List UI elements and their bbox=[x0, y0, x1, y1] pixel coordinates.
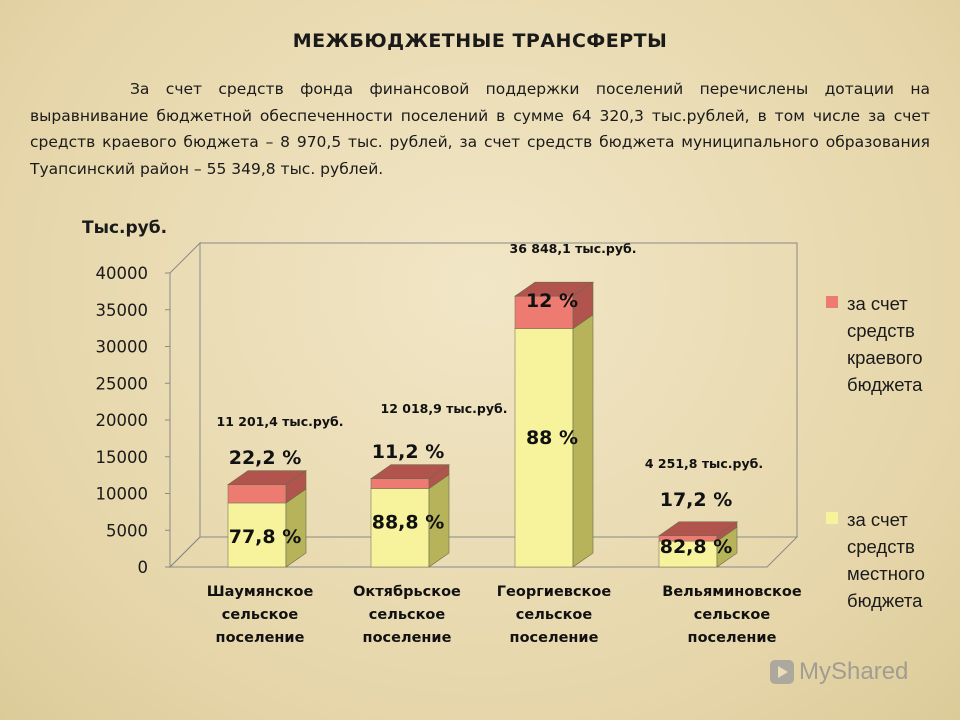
page-title: МЕЖБЮДЖЕТНЫЕ ТРАНСФЕРТЫ bbox=[292, 30, 668, 52]
y-tick-label: 25000 bbox=[96, 374, 149, 393]
x-category-label: Георгиевское bbox=[497, 584, 612, 600]
legend-item-regional: за счет средств краевого бюджета bbox=[826, 290, 956, 398]
y-tick-label: 30000 bbox=[96, 338, 149, 357]
bar-segment bbox=[227, 502, 287, 568]
bar-segment-top bbox=[658, 521, 738, 537]
data-label-local: 88,8 % bbox=[372, 512, 445, 534]
y-tick-label: 5000 bbox=[106, 521, 148, 540]
bar-segment bbox=[227, 484, 287, 504]
data-label-local: 82,8 % bbox=[660, 536, 733, 558]
bar-segment bbox=[514, 295, 574, 329]
data-label-total: 36 848,1 тыс.руб. bbox=[510, 241, 637, 256]
x-category-label: Шаумянское bbox=[207, 584, 314, 600]
x-axis-categories: Шаумянское сельское поселение Октябрьское се… bbox=[207, 584, 802, 646]
bar-segment-top bbox=[370, 464, 450, 479]
x-category-label: Вельяминовское bbox=[662, 584, 802, 600]
data-label-local: 88 % bbox=[526, 427, 578, 449]
bar-segment bbox=[370, 478, 430, 489]
y-tick-label: 0 bbox=[138, 558, 149, 577]
intro-paragraph: За счет средств фонда финансовой поддерж… bbox=[30, 80, 930, 178]
data-label-regional: 11,2 % bbox=[372, 441, 445, 463]
bar-segment bbox=[514, 328, 574, 568]
watermark-text: MyShared bbox=[799, 658, 909, 685]
bar-segment-top bbox=[514, 281, 594, 297]
x-category-label: поселение bbox=[688, 630, 777, 646]
bar-segment bbox=[370, 488, 430, 568]
x-category-label: сельское bbox=[369, 607, 446, 623]
watermark: MyShared bbox=[770, 658, 908, 686]
data-label-total: 11 201,4 тыс.руб. bbox=[217, 414, 344, 429]
x-category-label: поселение bbox=[510, 630, 599, 646]
chart-bars bbox=[227, 281, 738, 568]
legend-swatch-local bbox=[826, 512, 838, 524]
play-logo-icon bbox=[770, 660, 794, 684]
data-label-local: 77,8 % bbox=[229, 526, 302, 548]
data-label-regional: 22,2 % bbox=[229, 447, 302, 469]
y-axis-ticks: 0 5000 10000 15000 20000 25000 30000 35000 40000 bbox=[96, 264, 170, 577]
y-tick-label: 15000 bbox=[96, 448, 149, 467]
legend-label-local: за счет средств местного бюджета bbox=[847, 509, 925, 611]
x-category-label: Октябрьское bbox=[353, 584, 461, 600]
x-category-label: поселение bbox=[216, 630, 305, 646]
chart-labels: 77,8 % 22,2 % 11 201,4 тыс.руб. 88,8 % 11,2 … bbox=[217, 241, 764, 558]
legend-swatch-regional bbox=[826, 296, 838, 308]
y-tick-label: 40000 bbox=[96, 264, 149, 283]
y-tick-label: 20000 bbox=[96, 411, 149, 430]
data-label-regional: 12 % bbox=[526, 290, 578, 312]
legend-item-local: за счет средств местного бюджета bbox=[826, 506, 956, 614]
y-tick-label: 35000 bbox=[96, 301, 149, 320]
legend-label-regional: за счет средств краевого бюджета bbox=[847, 293, 923, 395]
x-category-label: сельское bbox=[694, 607, 771, 623]
bar-segment-top bbox=[227, 470, 307, 485]
y-axis-unit-label: Тыс.руб. bbox=[82, 218, 168, 238]
x-category-label: сельское bbox=[516, 607, 593, 623]
x-category-label: сельское bbox=[222, 607, 299, 623]
data-label-total: 12 018,9 тыс.руб. bbox=[381, 401, 508, 416]
data-label-regional: 17,2 % bbox=[660, 489, 733, 511]
x-category-label: поселение bbox=[363, 630, 452, 646]
data-label-total: 4 251,8 тыс.руб. bbox=[645, 456, 763, 471]
side-wall bbox=[169, 241, 201, 569]
y-tick-label: 10000 bbox=[96, 485, 149, 504]
